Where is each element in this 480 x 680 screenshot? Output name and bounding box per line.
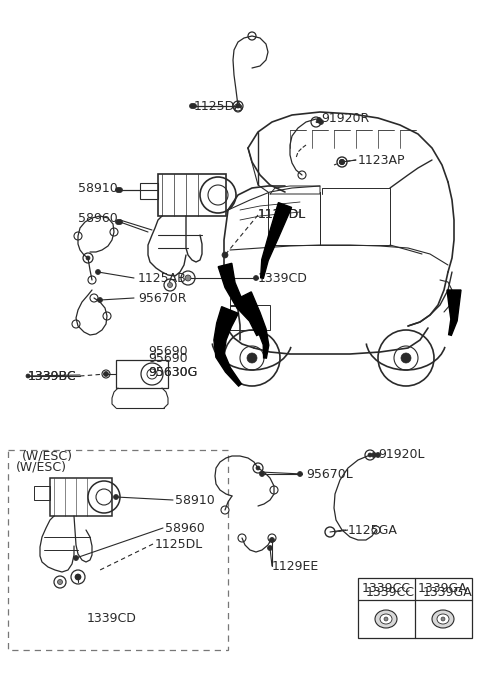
Text: 1123AP: 1123AP (358, 154, 406, 167)
Bar (358, 578, 472, 638)
Circle shape (339, 160, 345, 165)
Text: 1339GA: 1339GA (423, 585, 473, 598)
Circle shape (384, 617, 388, 621)
Ellipse shape (380, 614, 392, 624)
Text: 1125DL: 1125DL (258, 209, 306, 222)
Ellipse shape (375, 610, 397, 628)
Circle shape (222, 252, 228, 258)
Text: 1125DL: 1125DL (155, 537, 203, 551)
Circle shape (118, 188, 122, 192)
Circle shape (75, 575, 81, 579)
Circle shape (75, 574, 81, 580)
Bar (230, 305, 270, 330)
Text: 1339CC: 1339CC (361, 583, 410, 596)
Text: 58910: 58910 (78, 182, 118, 194)
Circle shape (116, 220, 120, 224)
Polygon shape (239, 292, 269, 358)
Circle shape (269, 537, 275, 543)
Text: 91920R: 91920R (321, 112, 369, 126)
Text: (W/ESC): (W/ESC) (22, 449, 73, 462)
Text: 1339CD: 1339CD (258, 271, 308, 284)
Circle shape (118, 220, 122, 224)
Text: 95630G: 95630G (148, 367, 197, 379)
Circle shape (26, 374, 30, 378)
Circle shape (192, 103, 196, 109)
Text: 95690: 95690 (148, 352, 188, 364)
Circle shape (267, 545, 273, 551)
Circle shape (96, 269, 100, 275)
Circle shape (372, 452, 376, 458)
Circle shape (375, 452, 381, 458)
Text: 1125AB: 1125AB (138, 271, 187, 284)
Ellipse shape (437, 614, 449, 624)
Circle shape (116, 188, 120, 192)
Circle shape (256, 466, 260, 470)
Text: 1339CD: 1339CD (87, 611, 137, 624)
Circle shape (247, 353, 257, 363)
Text: 1125GA: 1125GA (348, 524, 398, 537)
Text: 1339CC: 1339CC (365, 585, 415, 598)
Bar (230, 298, 248, 306)
Circle shape (260, 471, 264, 477)
Ellipse shape (432, 610, 454, 628)
Circle shape (58, 579, 62, 585)
Circle shape (236, 104, 240, 108)
Circle shape (97, 298, 103, 303)
Text: 1339BC: 1339BC (28, 369, 77, 382)
Polygon shape (214, 307, 241, 386)
Bar (140, 183, 158, 199)
Circle shape (168, 282, 172, 288)
Circle shape (73, 556, 79, 560)
Circle shape (113, 494, 119, 500)
Polygon shape (261, 203, 291, 278)
Circle shape (253, 275, 259, 280)
Circle shape (86, 256, 90, 260)
Text: 58960: 58960 (165, 522, 205, 534)
Circle shape (319, 120, 324, 124)
Text: 1125DA: 1125DA (194, 99, 243, 112)
Polygon shape (447, 290, 461, 335)
Text: 95670L: 95670L (306, 468, 353, 481)
Text: 1339GA: 1339GA (418, 583, 468, 596)
Text: 58910: 58910 (175, 494, 215, 507)
Circle shape (368, 453, 372, 457)
Polygon shape (218, 263, 259, 335)
Text: (W/ESC): (W/ESC) (16, 460, 67, 473)
Text: 58960: 58960 (78, 211, 118, 224)
Circle shape (185, 275, 191, 281)
Text: 1125DL: 1125DL (258, 209, 306, 222)
Text: 95630G: 95630G (148, 366, 197, 379)
Bar (158, 174, 226, 216)
Bar (34, 486, 50, 500)
Circle shape (104, 371, 108, 377)
Text: 95690: 95690 (148, 345, 188, 358)
Bar (50, 478, 112, 516)
Text: 91920L: 91920L (378, 449, 424, 462)
Text: 1129EE: 1129EE (272, 560, 319, 573)
Circle shape (401, 353, 411, 363)
Circle shape (441, 617, 445, 621)
Bar (116, 360, 168, 388)
Text: 1339BC: 1339BC (28, 369, 77, 382)
Circle shape (339, 160, 345, 165)
Circle shape (316, 118, 322, 122)
Circle shape (298, 471, 302, 477)
Circle shape (190, 103, 194, 109)
Text: 95670R: 95670R (138, 292, 187, 305)
